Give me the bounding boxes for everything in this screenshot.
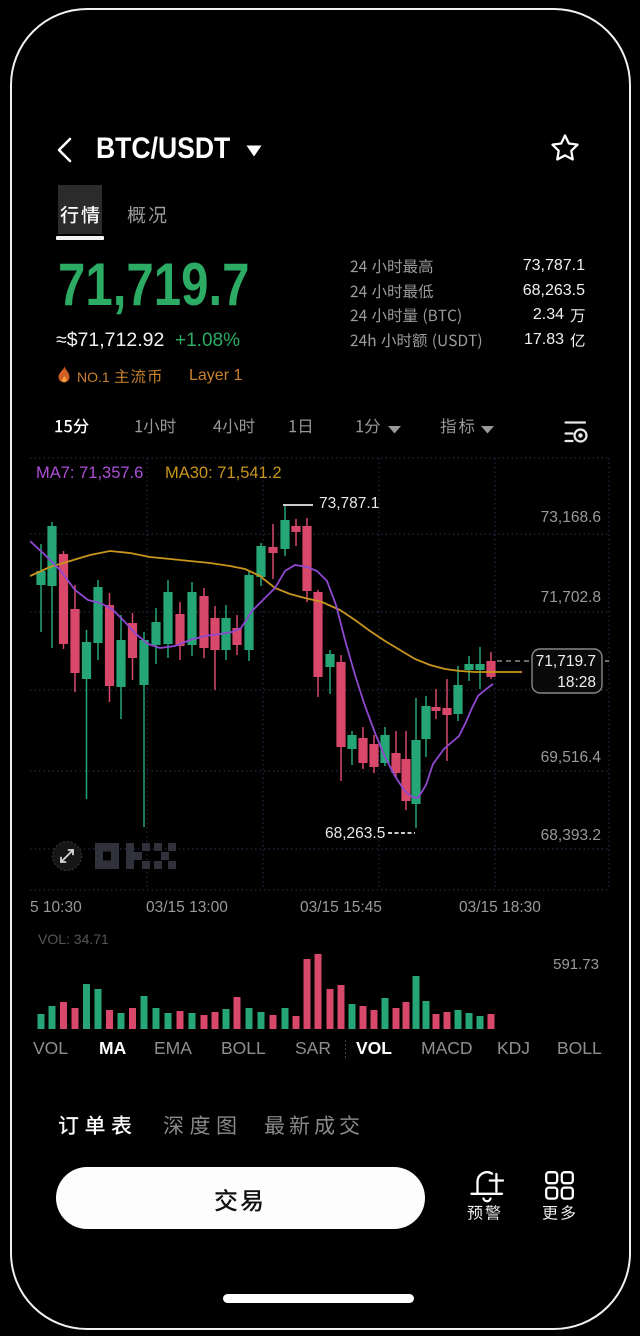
svg-text:591.73: 591.73 — [553, 956, 599, 973]
svg-text:68,393.2: 68,393.2 — [541, 827, 601, 844]
svg-text:68,263.5: 68,263.5 — [325, 825, 385, 842]
svg-text:MA7: 71,357.6: MA7: 71,357.6 — [36, 464, 143, 482]
svg-text:MA30: 71,541.2: MA30: 71,541.2 — [165, 464, 282, 482]
svg-text:71,702.8: 71,702.8 — [541, 589, 601, 606]
svg-text:73,168.6: 73,168.6 — [541, 509, 601, 526]
svg-text:5 10:30: 5 10:30 — [30, 899, 82, 916]
svg-text:03/15 18:30: 03/15 18:30 — [459, 899, 541, 916]
svg-text:71,719.7: 71,719.7 — [536, 653, 596, 670]
svg-text:03/15 13:00: 03/15 13:00 — [146, 899, 228, 916]
svg-text:18:28: 18:28 — [557, 674, 596, 691]
svg-text:69,516.4: 69,516.4 — [541, 749, 602, 766]
svg-text:03/15 15:45: 03/15 15:45 — [300, 899, 382, 916]
svg-text:VOL: 34.71: VOL: 34.71 — [38, 931, 109, 947]
svg-text:73,787.1: 73,787.1 — [319, 495, 379, 512]
